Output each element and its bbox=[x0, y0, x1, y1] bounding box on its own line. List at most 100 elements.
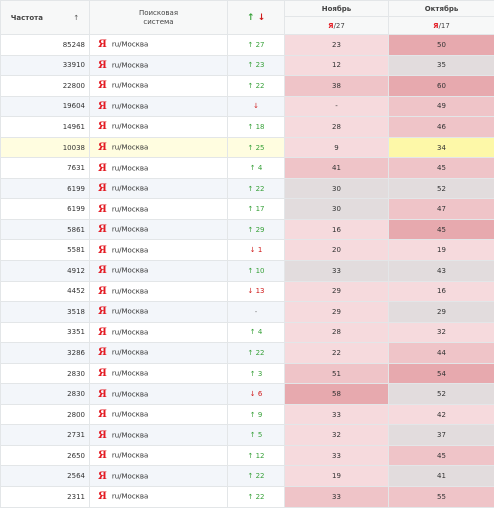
change-value: 10 bbox=[256, 267, 265, 275]
november-position-cell[interactable]: 22 bbox=[285, 343, 389, 364]
october-position-cell[interactable]: 32 bbox=[389, 322, 494, 343]
november-position-cell[interactable]: 32 bbox=[285, 425, 389, 446]
october-position-cell[interactable]: 54 bbox=[389, 363, 494, 384]
position-change-cell: ↑ 4 bbox=[228, 158, 285, 179]
november-position-cell[interactable]: 29 bbox=[285, 302, 389, 323]
november-position-cell[interactable]: 30 bbox=[285, 199, 389, 220]
november-position-cell[interactable]: 20 bbox=[285, 240, 389, 261]
november-position-cell[interactable]: 30 bbox=[285, 178, 389, 199]
frequency-cell: 3518 bbox=[1, 302, 90, 323]
november-position-cell[interactable]: 33 bbox=[285, 487, 389, 508]
search-engine-label-line1: Поисковая bbox=[139, 9, 178, 17]
november-position-cell[interactable]: 51 bbox=[285, 363, 389, 384]
yandex-logo-icon: Я bbox=[98, 265, 107, 276]
october-position-cell[interactable]: 44 bbox=[389, 343, 494, 364]
october-position-cell[interactable]: 16 bbox=[389, 281, 494, 302]
november-position-cell[interactable]: 58 bbox=[285, 384, 389, 405]
month-header-october[interactable]: Октябрь bbox=[389, 1, 494, 17]
october-position-cell[interactable]: 46 bbox=[389, 117, 494, 138]
position-change-cell: ↑ 10 bbox=[228, 261, 285, 282]
november-position-cell[interactable]: 29 bbox=[285, 281, 389, 302]
october-position-cell[interactable]: 49 bbox=[389, 96, 494, 117]
november-position-cell[interactable]: 19 bbox=[285, 466, 389, 487]
october-position-cell[interactable]: 60 bbox=[389, 76, 494, 97]
october-position-cell[interactable]: 29 bbox=[389, 302, 494, 323]
october-position-cell[interactable]: 45 bbox=[389, 219, 494, 240]
yandex-logo-icon: Я bbox=[98, 60, 107, 71]
position-change-cell: ↑ 5 bbox=[228, 425, 285, 446]
change-value: 25 bbox=[256, 144, 265, 152]
october-position-cell[interactable]: 50 bbox=[389, 35, 494, 56]
arrow-up-icon: ↑ bbox=[247, 61, 253, 69]
region-label: ru/Москва bbox=[112, 185, 149, 193]
october-position-cell[interactable]: 41 bbox=[389, 466, 494, 487]
change-column-header[interactable]: ↑ ↓ bbox=[228, 1, 285, 35]
sort-arrow-icon[interactable]: ↑ bbox=[73, 14, 79, 22]
november-position-cell[interactable]: 23 bbox=[285, 35, 389, 56]
november-position-cell[interactable]: 28 bbox=[285, 117, 389, 138]
november-position-cell[interactable]: 41 bbox=[285, 158, 389, 179]
november-position-cell[interactable]: 33 bbox=[285, 445, 389, 466]
november-position-cell[interactable]: - bbox=[285, 96, 389, 117]
arrow-up-icon: ↑ bbox=[247, 349, 253, 357]
november-position-cell[interactable]: 28 bbox=[285, 322, 389, 343]
arrow-down-icon: ↓ bbox=[253, 102, 259, 110]
october-position-cell[interactable]: 45 bbox=[389, 445, 494, 466]
november-position-cell[interactable]: 33 bbox=[285, 261, 389, 282]
october-position-cell[interactable]: 35 bbox=[389, 55, 494, 76]
october-position-cell[interactable]: 52 bbox=[389, 384, 494, 405]
region-label: ru/Москва bbox=[112, 123, 149, 131]
november-position-cell[interactable]: 9 bbox=[285, 137, 389, 158]
november-position-cell[interactable]: 12 bbox=[285, 55, 389, 76]
november-position-cell[interactable]: 16 bbox=[285, 219, 389, 240]
arrow-up-icon: ↑ bbox=[250, 411, 256, 419]
frequency-cell: 2650 bbox=[1, 445, 90, 466]
frequency-cell: 14961 bbox=[1, 117, 90, 138]
frequency-column-header[interactable]: Частота ↑ bbox=[1, 1, 90, 35]
october-position-cell[interactable]: 55 bbox=[389, 487, 494, 508]
october-position-cell[interactable]: 34 bbox=[389, 137, 494, 158]
october-position-cell[interactable]: 19 bbox=[389, 240, 494, 261]
october-position-cell[interactable]: 52 bbox=[389, 178, 494, 199]
october-position-cell[interactable]: 47 bbox=[389, 199, 494, 220]
yandex-logo-icon: Я bbox=[98, 471, 107, 482]
october-position-cell[interactable]: 43 bbox=[389, 261, 494, 282]
october-position-cell[interactable]: 42 bbox=[389, 404, 494, 425]
november-position-cell[interactable]: 38 bbox=[285, 76, 389, 97]
month-header-november[interactable]: Ноябрь bbox=[285, 1, 389, 17]
frequency-cell: 33910 bbox=[1, 55, 90, 76]
search-engine-column-header[interactable]: Поисковая система bbox=[90, 1, 228, 35]
october-position-cell[interactable]: 45 bbox=[389, 158, 494, 179]
october-position-cell[interactable]: 37 bbox=[389, 425, 494, 446]
region-label: ru/Москва bbox=[112, 246, 149, 254]
november-position-cell[interactable]: 33 bbox=[285, 404, 389, 425]
frequency-cell: 2311 bbox=[1, 487, 90, 508]
